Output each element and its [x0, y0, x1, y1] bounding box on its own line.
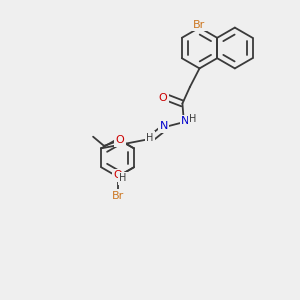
Text: H: H [119, 173, 127, 183]
Text: N: N [181, 116, 190, 126]
Text: H: H [189, 114, 197, 124]
Text: Br: Br [111, 191, 124, 201]
Text: N: N [160, 121, 168, 131]
Text: Br: Br [194, 20, 206, 30]
Text: O: O [113, 170, 122, 180]
Text: O: O [116, 135, 124, 145]
Text: H: H [146, 133, 153, 143]
Text: O: O [158, 92, 167, 103]
